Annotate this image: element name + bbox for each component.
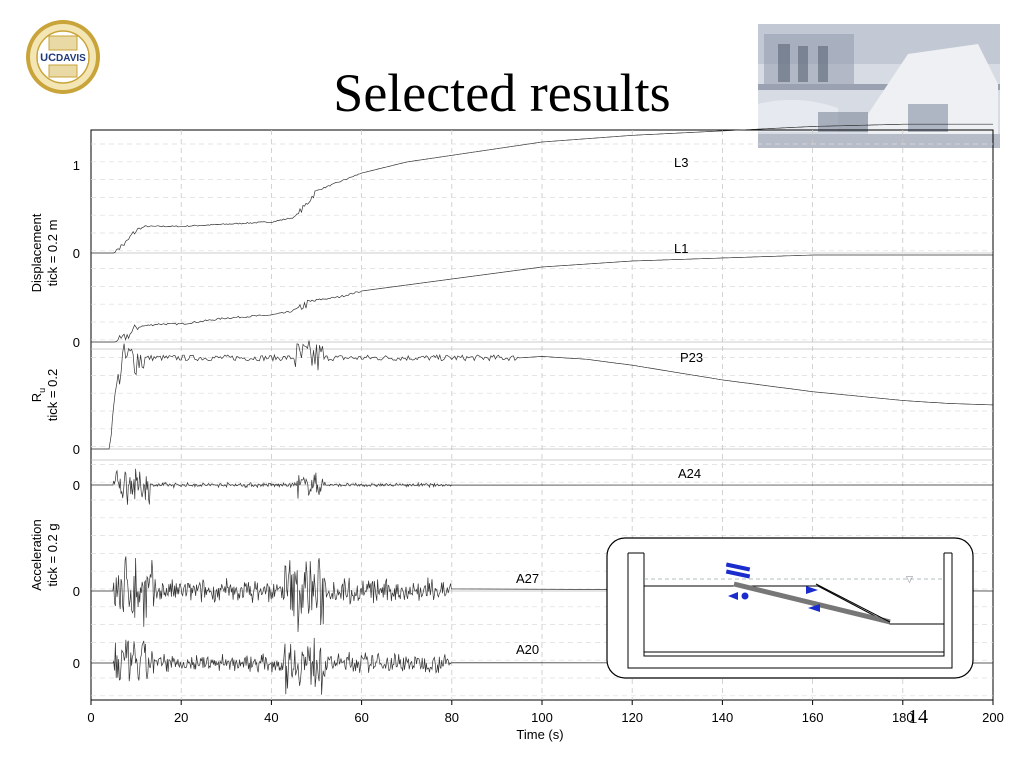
x-axis-label: Time (s): [516, 727, 563, 742]
page-number: 14: [908, 706, 928, 728]
trace-L1: [91, 254, 993, 343]
baseline-label-A24: 0: [73, 478, 80, 493]
uc-davis-logo: UCDAVIS: [26, 20, 100, 94]
x-tick-label: 20: [174, 710, 188, 725]
x-axis-ticks: 0 20 40 60 80 100 120 140 160 180 200: [87, 700, 1004, 725]
trace-A24: [91, 468, 994, 505]
x-tick-label: 140: [712, 710, 734, 725]
y-group-label-1: Rutick = 0.2: [29, 369, 60, 421]
x-tick-label: 120: [621, 710, 643, 725]
y-group-label-2: Accelerationtick = 0.2 g: [29, 519, 60, 591]
x-tick-label: 180: [892, 710, 914, 725]
x-tick-label: 80: [445, 710, 459, 725]
series-label-A27: A27: [516, 571, 539, 586]
x-tick-label: 160: [802, 710, 824, 725]
series-labels: L3 L1 P23 A24 A27 A20: [516, 155, 703, 657]
trace-P23: [91, 340, 993, 450]
x-tick-label: 60: [354, 710, 368, 725]
tick-label-L3: 1: [73, 158, 80, 173]
model-schematic-inset: ▽: [606, 537, 974, 679]
y-group-label-0: Displacementtick = 0.2 m: [29, 213, 60, 292]
series-label-L3: L3: [674, 155, 688, 170]
trace-A27: [91, 556, 994, 633]
trace-A20: [91, 637, 994, 695]
trace-L3: [91, 123, 993, 254]
series-label-A24: A24: [678, 466, 701, 481]
x-tick-label: 40: [264, 710, 278, 725]
baseline-label-L3: 0: [73, 246, 80, 261]
baseline-label-P23: 0: [73, 442, 80, 457]
series-label-P23: P23: [680, 350, 703, 365]
series-label-A20: A20: [516, 642, 539, 657]
baseline-label-A27: 0: [73, 584, 80, 599]
slide-title: Selected results: [333, 63, 671, 123]
baseline-label-L1: 0: [73, 335, 80, 350]
baseline-label-A20: 0: [73, 656, 80, 671]
x-tick-label: 0: [87, 710, 94, 725]
x-tick-label: 100: [531, 710, 553, 725]
svg-text:UCDAVIS: UCDAVIS: [40, 52, 86, 64]
y-axis-baseline-labels: 0 1 0 0 0 0 0: [73, 158, 80, 671]
series-label-L1: L1: [674, 241, 688, 256]
x-tick-label: 200: [982, 710, 1004, 725]
y-axis-group-labels: Displacementtick = 0.2 m Rutick = 0.2 Acce…: [29, 213, 60, 591]
centrifuge-photo: [758, 24, 1000, 148]
svg-text:▽: ▽: [906, 574, 913, 584]
